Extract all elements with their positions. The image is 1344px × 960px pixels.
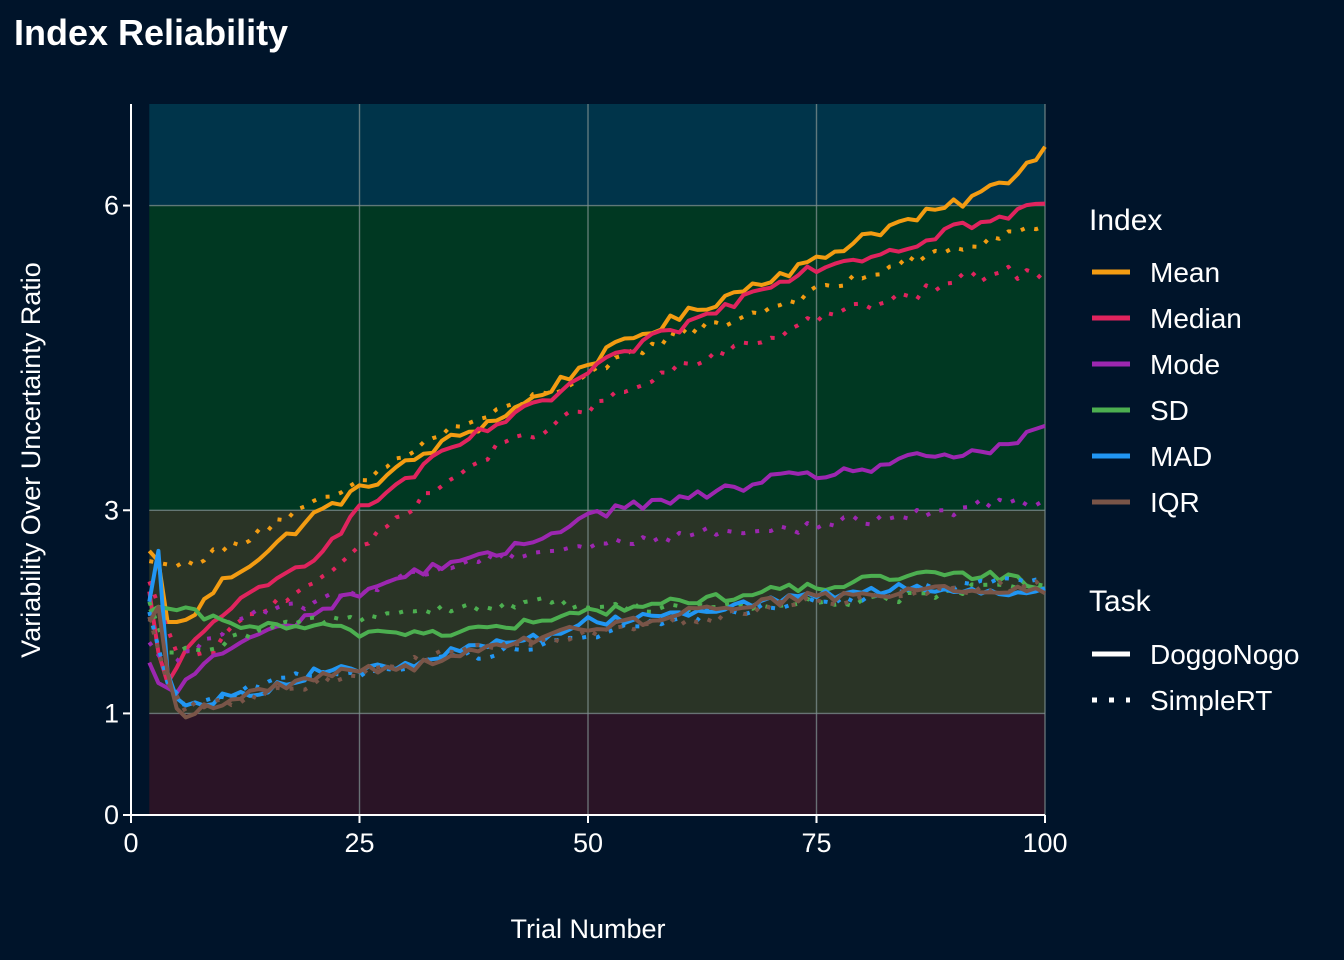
legend-item-iqr: IQR [1092, 487, 1200, 518]
legend-item-sd: SD [1092, 395, 1189, 426]
series-sd-simplert [147, 582, 1046, 655]
legend-index-title: Index [1089, 204, 1162, 237]
legend-item-median: Median [1092, 303, 1242, 334]
legend-label: MAD [1150, 441, 1212, 472]
series-median-doggonogo [147, 201, 1046, 685]
legend-label: DoggoNogo [1150, 639, 1299, 670]
background-band-0 [149, 713, 1045, 815]
legend-task-title: Task [1089, 585, 1152, 618]
legend-label: SimpleRT [1150, 685, 1272, 716]
series-mad-simplert [147, 576, 1046, 710]
series-sd-doggonogo [148, 569, 1046, 639]
x-tick-label: 50 [573, 828, 603, 858]
y-tick-label: 6 [104, 191, 119, 221]
legend-label: Median [1150, 303, 1242, 334]
y-tick-label: 0 [104, 800, 119, 830]
legend-task: DoggoNogo SimpleRT [1092, 639, 1299, 716]
y-tick-label: 3 [104, 495, 119, 525]
legend-item-doggonogo: DoggoNogo [1092, 639, 1299, 670]
legend-label: Mode [1150, 349, 1220, 380]
x-tick-label: 25 [344, 828, 374, 858]
legend-label: Mean [1150, 257, 1220, 288]
x-tick-label: 0 [123, 828, 138, 858]
y-axis-label: Variability Over Uncertainty Ratio [16, 262, 46, 658]
y-tick-label: 1 [104, 698, 119, 728]
series-iqr-doggonogo [147, 584, 1046, 720]
series-median-simplert [147, 264, 1047, 657]
legend-item-mean: Mean [1092, 257, 1220, 288]
legend-item-mad: MAD [1092, 441, 1212, 472]
legend-label: SD [1150, 395, 1189, 426]
series-mad-doggonogo [147, 548, 1046, 708]
x-tick-label: 100 [1022, 828, 1067, 858]
background-band-2 [149, 205, 1045, 511]
legend-item-simplert: SimpleRT [1092, 685, 1272, 716]
x-tick-label: 75 [801, 828, 831, 858]
background-band-3 [149, 104, 1045, 206]
legend-item-mode: Mode [1092, 349, 1220, 380]
plot-series [147, 145, 1047, 720]
legend-index: Mean Median Mode SD MAD IQR [1092, 257, 1242, 518]
chart-title: Index Reliability [14, 12, 288, 53]
x-axis-label: Trial Number [510, 914, 665, 944]
plot-background-bands [149, 104, 1045, 815]
plot-axes: 0 1 3 6 0 25 50 75 100 [104, 104, 1068, 858]
legend-label: IQR [1150, 487, 1200, 518]
